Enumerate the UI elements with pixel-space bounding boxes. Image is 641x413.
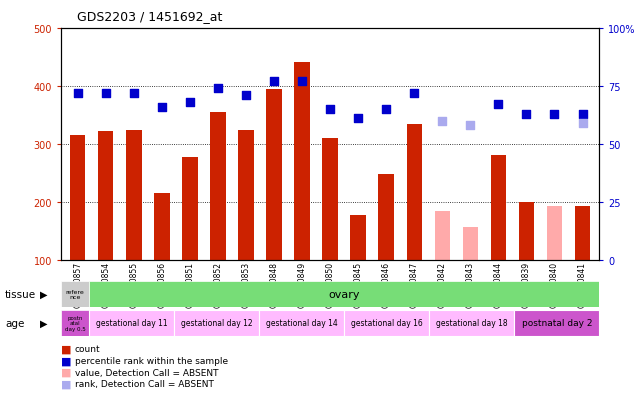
Point	[578, 121, 588, 127]
Text: gestational day 16: gestational day 16	[351, 319, 422, 328]
Point	[465, 123, 476, 129]
Text: gestational day 11: gestational day 11	[96, 319, 167, 328]
Bar	[154, 194, 170, 260]
Bar	[126, 131, 142, 260]
Bar	[547, 206, 562, 260]
Point	[101, 90, 111, 97]
Bar	[322, 139, 338, 260]
Point	[213, 86, 223, 93]
Point	[381, 107, 391, 113]
Text: age: age	[5, 318, 24, 328]
Text: ■: ■	[61, 379, 71, 389]
Text: gestational day 14: gestational day 14	[266, 319, 338, 328]
Bar	[174, 310, 259, 337]
Bar	[406, 124, 422, 260]
Bar	[259, 310, 344, 337]
Point	[157, 104, 167, 111]
Bar	[378, 175, 394, 260]
Bar	[519, 202, 534, 260]
Bar	[435, 211, 450, 260]
Point	[549, 111, 560, 118]
Text: ■: ■	[61, 344, 71, 354]
Bar	[61, 310, 89, 337]
Text: ▶: ▶	[40, 318, 47, 328]
Text: ■: ■	[61, 367, 71, 377]
Point	[409, 90, 419, 97]
Bar	[575, 206, 590, 260]
Point	[185, 100, 195, 106]
Point	[72, 90, 83, 97]
Text: gestational day 12: gestational day 12	[181, 319, 253, 328]
Point	[578, 111, 588, 118]
Text: value, Detection Call = ABSENT: value, Detection Call = ABSENT	[75, 368, 219, 377]
Bar	[98, 132, 113, 260]
Point	[521, 111, 531, 118]
Text: postn
atal
day 0.5: postn atal day 0.5	[65, 315, 85, 332]
Point	[437, 118, 447, 125]
Bar	[429, 310, 514, 337]
Bar	[238, 131, 254, 260]
Text: ■: ■	[61, 356, 71, 366]
Bar	[514, 310, 599, 337]
Bar	[344, 310, 429, 337]
Text: postnatal day 2: postnatal day 2	[522, 319, 592, 328]
Bar	[490, 156, 506, 260]
Point	[297, 79, 307, 85]
Point	[325, 107, 335, 113]
Text: tissue: tissue	[5, 289, 37, 299]
Bar	[351, 216, 366, 260]
Point	[269, 79, 279, 85]
Text: ovary: ovary	[329, 289, 360, 299]
Text: GDS2203 / 1451692_at: GDS2203 / 1451692_at	[77, 10, 222, 23]
Point	[353, 116, 363, 122]
Point	[494, 102, 504, 109]
Bar	[182, 157, 197, 260]
Text: gestational day 18: gestational day 18	[436, 319, 508, 328]
Bar	[70, 136, 85, 260]
Bar	[61, 281, 89, 308]
Text: count: count	[75, 344, 101, 354]
Bar	[266, 90, 282, 260]
Bar	[210, 113, 226, 260]
Point	[241, 93, 251, 99]
Bar	[294, 62, 310, 260]
Text: refere
nce: refere nce	[65, 289, 85, 300]
Text: ▶: ▶	[40, 289, 47, 299]
Text: rank, Detection Call = ABSENT: rank, Detection Call = ABSENT	[75, 379, 214, 388]
Text: percentile rank within the sample: percentile rank within the sample	[75, 356, 228, 365]
Point	[129, 90, 139, 97]
Bar	[463, 227, 478, 260]
Bar	[89, 310, 174, 337]
